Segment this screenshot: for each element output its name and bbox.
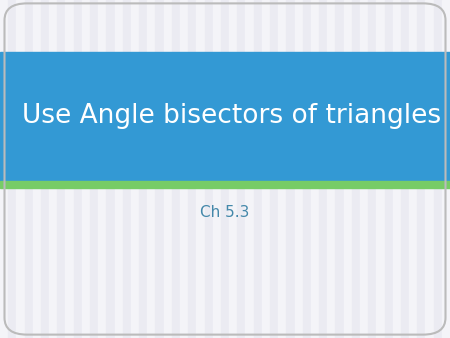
Bar bbox=[139, 0, 147, 338]
Bar bbox=[237, 0, 245, 338]
Bar bbox=[74, 0, 82, 338]
Bar bbox=[0, 52, 450, 181]
Bar bbox=[221, 0, 229, 338]
Bar bbox=[172, 0, 180, 338]
Bar bbox=[164, 0, 172, 338]
Bar bbox=[188, 0, 196, 338]
Bar bbox=[0, 181, 450, 188]
Bar bbox=[286, 0, 295, 338]
Bar bbox=[262, 0, 270, 338]
Bar bbox=[0, 0, 8, 338]
Bar bbox=[417, 0, 425, 338]
Bar bbox=[311, 0, 319, 338]
Bar bbox=[352, 0, 360, 338]
Bar bbox=[344, 0, 352, 338]
Text: Use Angle bisectors of triangles: Use Angle bisectors of triangles bbox=[22, 103, 441, 129]
Bar bbox=[65, 0, 74, 338]
Bar bbox=[98, 0, 106, 338]
Bar bbox=[57, 0, 65, 338]
Bar bbox=[368, 0, 376, 338]
Bar bbox=[409, 0, 417, 338]
Bar bbox=[278, 0, 286, 338]
Bar bbox=[254, 0, 262, 338]
Bar bbox=[229, 0, 237, 338]
Bar bbox=[123, 0, 131, 338]
Bar bbox=[147, 0, 155, 338]
Bar bbox=[131, 0, 139, 338]
Bar bbox=[393, 0, 401, 338]
Bar bbox=[327, 0, 335, 338]
Bar bbox=[0, 59, 450, 67]
Bar bbox=[442, 0, 450, 338]
Bar bbox=[245, 0, 254, 338]
Bar bbox=[295, 0, 303, 338]
Bar bbox=[180, 0, 188, 338]
Bar bbox=[385, 0, 393, 338]
Bar bbox=[155, 0, 164, 338]
Bar bbox=[213, 0, 221, 338]
Text: Ch 5.3: Ch 5.3 bbox=[200, 206, 250, 220]
Bar bbox=[434, 0, 442, 338]
Bar bbox=[425, 0, 434, 338]
Bar bbox=[303, 0, 311, 338]
Bar bbox=[90, 0, 98, 338]
Bar bbox=[205, 0, 213, 338]
Bar bbox=[25, 0, 33, 338]
Bar bbox=[360, 0, 368, 338]
Bar bbox=[8, 0, 16, 338]
Bar bbox=[376, 0, 385, 338]
Bar bbox=[335, 0, 344, 338]
Bar bbox=[82, 0, 90, 338]
Bar bbox=[33, 0, 41, 338]
Bar bbox=[49, 0, 57, 338]
Bar bbox=[401, 0, 409, 338]
Bar bbox=[196, 0, 205, 338]
Bar bbox=[115, 0, 123, 338]
Bar bbox=[16, 0, 25, 338]
Bar bbox=[41, 0, 49, 338]
Bar bbox=[106, 0, 115, 338]
Bar bbox=[319, 0, 327, 338]
Bar bbox=[270, 0, 278, 338]
